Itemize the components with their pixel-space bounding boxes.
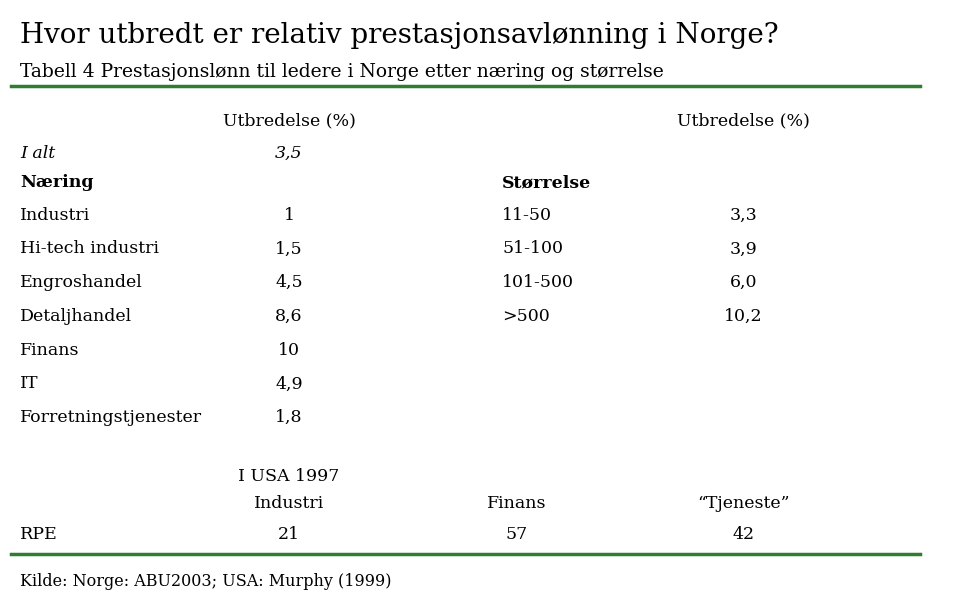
Text: Kilde: Norge: ABU2003; USA: Murphy (1999): Kilde: Norge: ABU2003; USA: Murphy (1999… [20, 574, 392, 590]
Text: Hi-tech industri: Hi-tech industri [20, 240, 159, 258]
Text: Hvor utbredt er relativ prestasjonsavlønning i Norge?: Hvor utbredt er relativ prestasjonsavløn… [20, 22, 779, 49]
Text: IT: IT [20, 375, 38, 392]
Text: Finans: Finans [487, 496, 546, 512]
Text: 10,2: 10,2 [724, 308, 763, 325]
Text: Utbredelse (%): Utbredelse (%) [677, 113, 810, 130]
Text: 10: 10 [278, 342, 300, 359]
Text: Næring: Næring [20, 174, 93, 192]
Text: 101-500: 101-500 [502, 274, 574, 291]
Text: Engroshandel: Engroshandel [20, 274, 143, 291]
Text: Utbredelse (%): Utbredelse (%) [223, 113, 355, 130]
Text: Industri: Industri [253, 496, 324, 512]
Text: 1,5: 1,5 [276, 240, 302, 258]
Text: 8,6: 8,6 [276, 308, 302, 325]
Text: RPE: RPE [20, 527, 58, 543]
Text: 3,3: 3,3 [730, 206, 757, 224]
Text: 6,0: 6,0 [730, 274, 757, 291]
Text: 3,9: 3,9 [730, 240, 757, 258]
Text: I USA 1997: I USA 1997 [238, 468, 340, 485]
Text: 11-50: 11-50 [502, 206, 552, 224]
Text: 1: 1 [283, 206, 295, 224]
Text: Tabell 4 Prestasjonslønn til ledere i Norge etter næring og størrelse: Tabell 4 Prestasjonslønn til ledere i No… [20, 63, 663, 81]
Text: 1,8: 1,8 [276, 409, 302, 426]
Text: 51-100: 51-100 [502, 240, 564, 258]
Text: “Tjeneste”: “Tjeneste” [697, 496, 790, 512]
Text: 42: 42 [732, 527, 755, 543]
Text: 21: 21 [277, 527, 300, 543]
Text: Industri: Industri [20, 206, 90, 224]
Text: Størrelse: Størrelse [502, 174, 591, 192]
Text: 3,5: 3,5 [276, 145, 302, 162]
Text: Detaljhandel: Detaljhandel [20, 308, 132, 325]
Text: 57: 57 [505, 527, 527, 543]
Text: Forretningstjenester: Forretningstjenester [20, 409, 202, 426]
Text: I alt: I alt [20, 145, 55, 162]
Text: 4,5: 4,5 [276, 274, 302, 291]
Text: >500: >500 [502, 308, 550, 325]
Text: 4,9: 4,9 [276, 375, 302, 392]
Text: Finans: Finans [20, 342, 80, 359]
